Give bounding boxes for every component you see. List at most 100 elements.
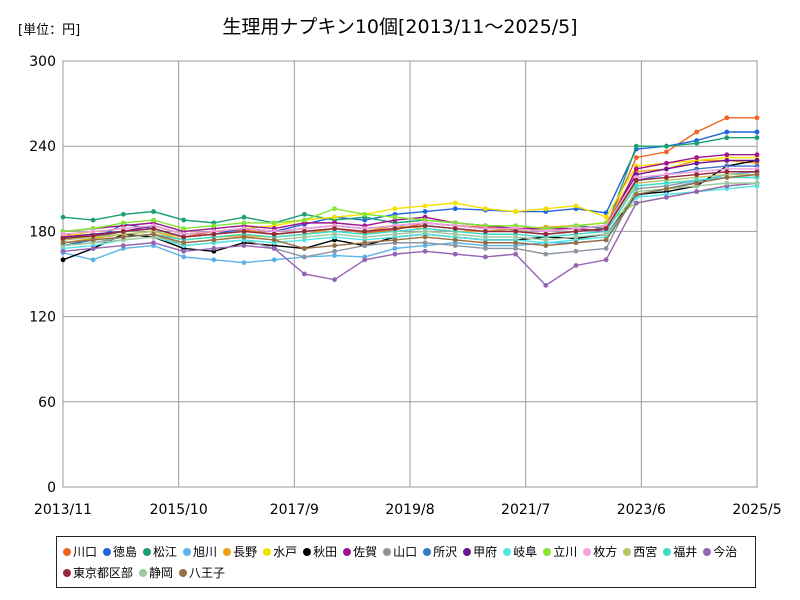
series-line <box>62 173 758 250</box>
chart-title: 生理用ナプキン10個[2013/11～2025/5] <box>222 16 578 38</box>
data-point <box>724 115 730 121</box>
data-point <box>754 152 760 158</box>
data-point <box>754 172 760 178</box>
data-point <box>422 223 428 229</box>
data-point <box>422 203 428 209</box>
legend-label: 山口 <box>393 545 418 559</box>
series-17 <box>60 169 760 241</box>
legend-marker <box>423 547 432 556</box>
data-point <box>664 180 669 186</box>
data-point <box>60 214 66 220</box>
data-point <box>694 155 700 160</box>
legend-label: 松江 <box>153 545 178 559</box>
data-point <box>664 160 669 166</box>
legend-label: 佐賀 <box>353 545 378 559</box>
data-point <box>633 183 639 189</box>
x-tick-label: 2015/10 <box>150 502 208 518</box>
data-point <box>241 220 247 226</box>
data-point <box>724 135 730 141</box>
legend-item: 甲府 <box>463 541 497 562</box>
legend-marker <box>703 547 712 556</box>
x-tick-label: 2013/11 <box>34 502 92 518</box>
data-point <box>694 180 700 186</box>
legend-item: 松江 <box>143 541 177 562</box>
series-19 <box>60 172 760 251</box>
data-point <box>603 231 609 237</box>
data-point <box>60 240 66 246</box>
y-tick-label: 180 <box>29 224 56 240</box>
data-point <box>362 240 368 246</box>
axis-tick-labels: 0 60 120 180 240 300 2013/11 2015/10 2017/9 2019/… <box>29 54 781 518</box>
data-point <box>724 175 730 180</box>
data-point <box>362 234 368 240</box>
data-point <box>543 237 549 243</box>
legend-label: 秋田 <box>313 545 338 559</box>
data-point <box>633 200 639 206</box>
legend-item: 福井 <box>663 541 697 562</box>
series-line <box>62 136 757 230</box>
legend-marker <box>663 547 672 556</box>
data-point <box>754 180 760 186</box>
data-point <box>181 226 187 231</box>
data-point <box>452 206 458 212</box>
data-point <box>241 214 247 220</box>
data-point <box>392 226 398 231</box>
data-point <box>754 158 760 163</box>
legend-marker <box>139 568 148 577</box>
data-point <box>573 229 579 234</box>
data-point <box>362 257 368 263</box>
legend-item: 西宮 <box>623 541 657 562</box>
data-point <box>543 282 549 288</box>
data-point <box>513 234 519 240</box>
data-point <box>664 166 669 172</box>
legend-marker <box>623 547 632 556</box>
data-point <box>60 248 66 254</box>
legend-marker <box>183 547 192 556</box>
data-point <box>754 115 760 121</box>
legend-label: 長野 <box>233 545 258 559</box>
data-point <box>633 177 639 183</box>
data-point <box>452 226 458 231</box>
data-point <box>694 160 700 166</box>
legend-item: 今治 <box>703 541 737 562</box>
data-point <box>60 257 66 263</box>
legend-label: 立川 <box>553 545 578 559</box>
data-point <box>483 229 488 234</box>
data-point <box>694 172 700 178</box>
data-point <box>724 158 730 163</box>
data-point <box>332 214 337 220</box>
legend-label: 甲府 <box>473 545 498 559</box>
data-point <box>392 237 398 243</box>
x-tick-label: 2025/5 <box>732 502 781 518</box>
data-point <box>301 217 307 223</box>
legend-label: 水戸 <box>273 545 298 559</box>
legend-marker <box>179 568 188 577</box>
data-point <box>211 237 217 243</box>
data-point <box>181 248 187 254</box>
data-point <box>483 246 488 251</box>
x-tick-label: 2019/8 <box>385 502 434 518</box>
data-point <box>694 189 700 195</box>
data-point <box>603 214 609 220</box>
legend-label: 徳島 <box>113 545 138 559</box>
series-line <box>62 182 758 287</box>
data-point <box>60 236 66 241</box>
data-point <box>90 217 96 223</box>
data-point <box>603 237 609 243</box>
data-point <box>392 251 398 257</box>
data-point <box>362 229 368 234</box>
data-point <box>392 206 398 212</box>
data-point <box>543 251 549 257</box>
data-point <box>332 231 337 237</box>
legend-item: 水戸 <box>263 541 297 562</box>
data-point <box>271 257 277 263</box>
data-point <box>543 206 549 212</box>
data-point <box>422 248 428 254</box>
data-point <box>332 277 337 283</box>
data-point <box>90 246 96 251</box>
y-tick-label: 300 <box>29 54 56 70</box>
data-point <box>241 229 247 234</box>
data-point <box>603 226 609 231</box>
data-point <box>543 243 549 249</box>
